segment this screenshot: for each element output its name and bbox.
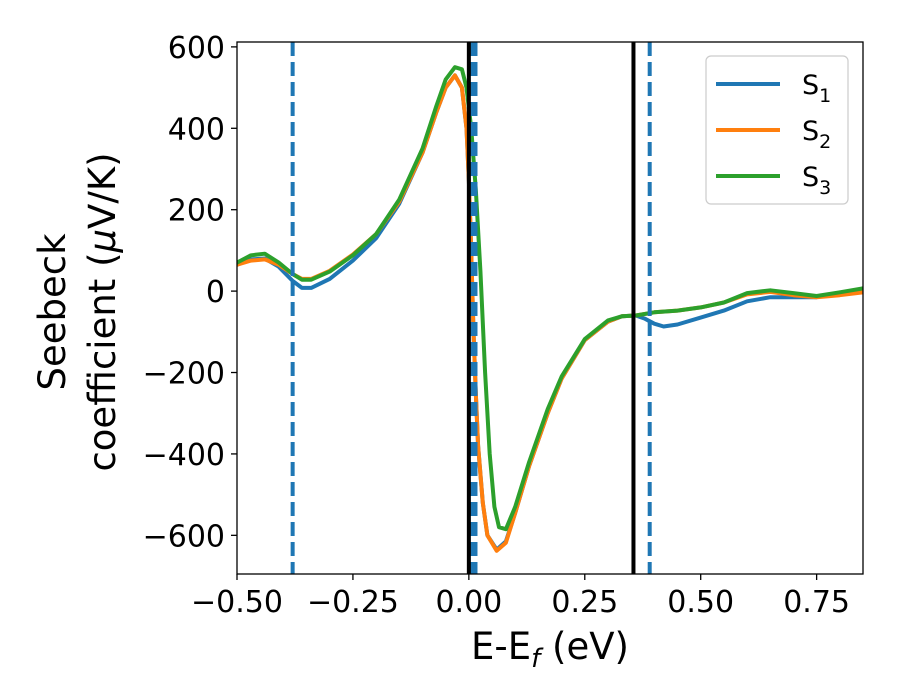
x-tick-label: −0.50 [191,585,283,620]
x-tick-label: 0.50 [667,585,734,620]
y-axis-title-line1: Seebeck [31,233,74,391]
x-tick-label: 0.00 [435,585,502,620]
y-tick-label: −400 [143,438,225,473]
legend-label-s1: S1 [802,70,831,107]
y-tick-label: −200 [143,357,225,392]
x-tick-label: 0.75 [783,585,850,620]
plot-frame [236,41,864,575]
x-tick-label: −0.25 [307,585,399,620]
y-tick-label: 200 [168,194,225,229]
y-tick-label: −600 [143,519,225,554]
y-axis-title-line2: coefficient (μV/K) [81,152,124,471]
y-tick-label: 400 [168,112,225,147]
x-tick-label: 0.25 [551,585,618,620]
series-line-s3 [237,65,863,532]
y-axis-title: Seebeck coefficient (μV/K) [31,152,124,471]
x-axis: −0.50 −0.25 0.00 0.25 0.50 0.75 [191,574,850,620]
y-axis: 600 400 200 0 −200 −400 −600 [143,31,237,554]
legend-label-s3: S3 [802,162,831,199]
x-axis-title: E-Ef (eV) [471,625,629,674]
legend: S1 S2 S3 [705,55,849,205]
y-tick-label: 600 [168,31,225,66]
y-tick-label: 0 [206,275,225,310]
legend-label-s2: S2 [802,116,831,153]
plot-area [237,42,863,574]
